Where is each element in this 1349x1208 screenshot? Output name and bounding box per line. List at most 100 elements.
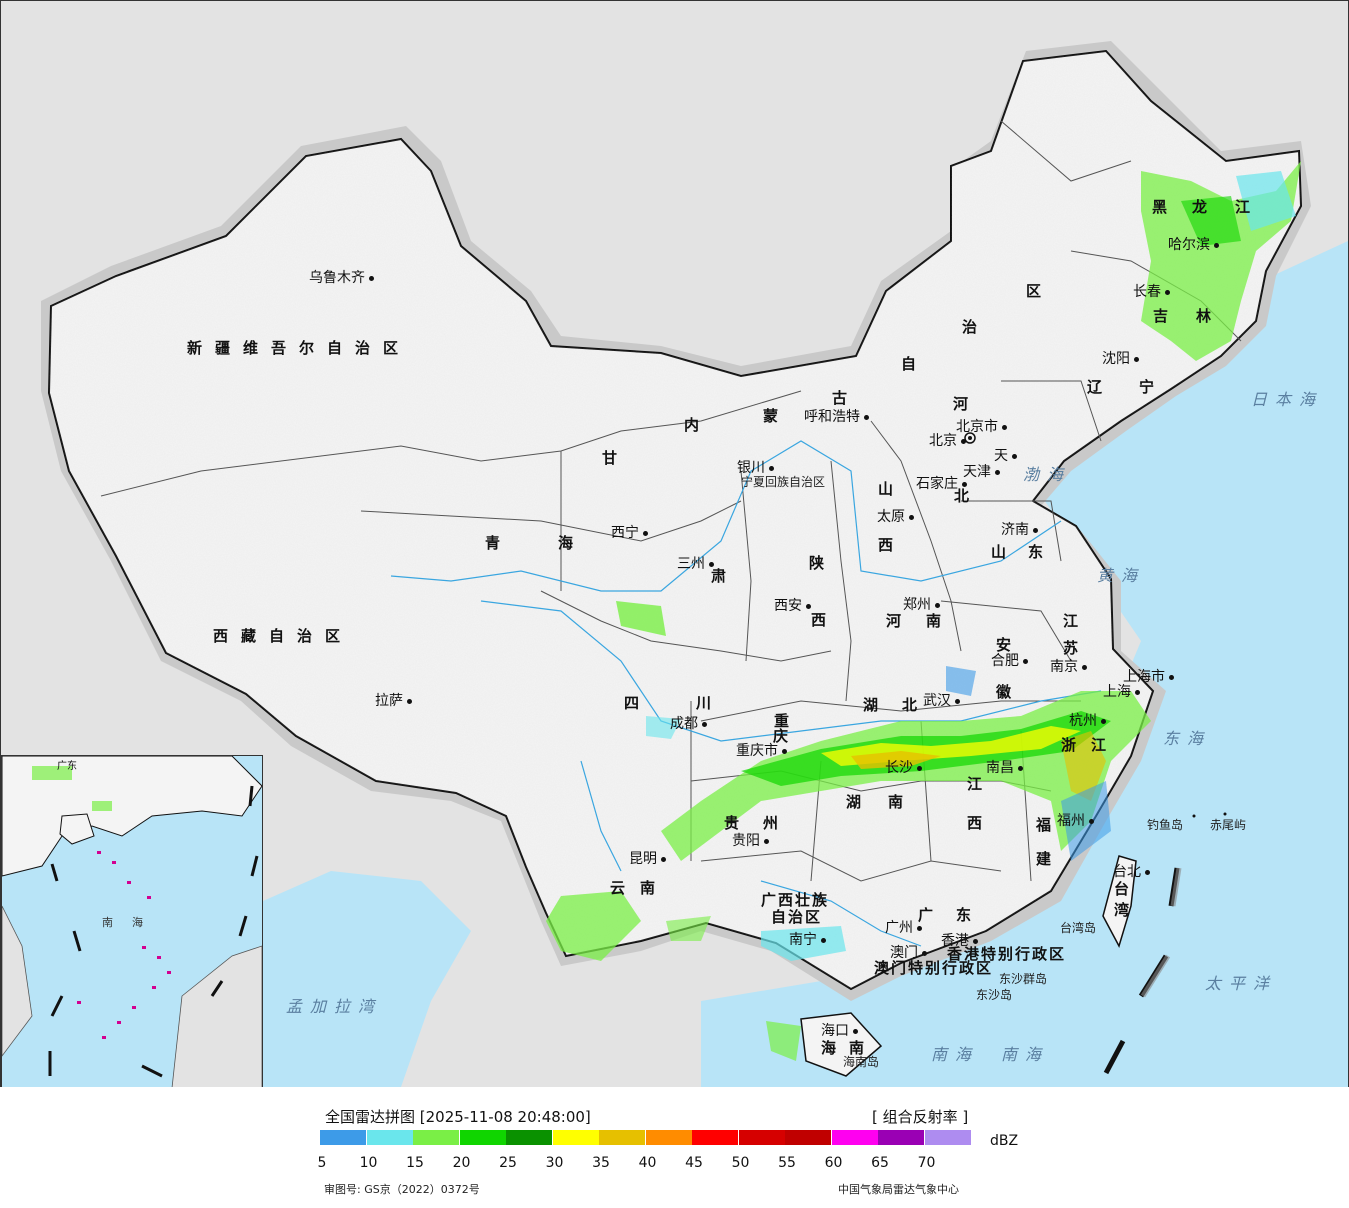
city-marker bbox=[922, 951, 927, 956]
province-label: 福 bbox=[1036, 816, 1054, 834]
province-label: 宁夏回族自治区 bbox=[741, 475, 826, 489]
province-label: 区 bbox=[1026, 282, 1044, 300]
city-marker bbox=[961, 439, 966, 444]
province-label: 北 bbox=[954, 487, 972, 505]
city-marker bbox=[853, 1029, 858, 1034]
city-label-wulumuqi: 乌鲁木齐 bbox=[309, 270, 365, 286]
island-label: 东沙群岛 bbox=[999, 972, 1048, 986]
city-marker bbox=[661, 857, 666, 862]
inset-map: 广东 南 海 bbox=[2, 756, 262, 1087]
province-label: 徽 bbox=[996, 683, 1014, 701]
tick-label: 70 bbox=[917, 1155, 936, 1171]
province-label: 新疆维吾尔自治区 bbox=[187, 339, 412, 357]
province-label: 贵 bbox=[724, 814, 742, 832]
japan-sea bbox=[1281, 271, 1348, 561]
city-label-shenyang: 沈阳 bbox=[1102, 351, 1130, 367]
province-label: 广 bbox=[918, 906, 936, 924]
city-label-kunming: 昆明 bbox=[629, 851, 657, 867]
province-label: 治 bbox=[962, 318, 980, 336]
province-label: 云 bbox=[610, 879, 628, 897]
city-label-fuzhou: 福州 bbox=[1057, 813, 1085, 829]
radar-map[interactable]: 新疆维吾尔自治区 西藏自治区青海甘肃内蒙古自治区黑龙江吉林辽宁河北山西山东陕西河南… bbox=[0, 0, 1349, 1088]
city-label-xian: 西安 bbox=[774, 598, 802, 614]
city-marker bbox=[1101, 719, 1106, 724]
province-label: 林 bbox=[1196, 307, 1214, 325]
province-label: 南 bbox=[849, 1039, 867, 1057]
city-label-yinchuan: 银川 bbox=[737, 460, 765, 476]
city-label-beijingshi: 北京市 bbox=[956, 419, 998, 435]
city-label-hefei: 合肥 bbox=[991, 653, 1019, 669]
tick-label: 10 bbox=[359, 1155, 378, 1171]
island-label: 钓鱼岛 bbox=[1147, 818, 1184, 832]
city-label-haikou: 海口 bbox=[821, 1023, 849, 1039]
city-label-haerbin: 哈尔滨 bbox=[1168, 237, 1210, 253]
city-label-shanghai: 上海市 bbox=[1123, 669, 1165, 685]
province-label: 自 bbox=[901, 355, 919, 373]
city-label-jinan: 济南 bbox=[1001, 522, 1029, 538]
svg-text:海: 海 bbox=[132, 915, 143, 929]
province-label: 辽 bbox=[1087, 378, 1105, 396]
province-label: 江 bbox=[1063, 612, 1081, 630]
province-label: 南 bbox=[640, 879, 658, 897]
province-label: 江 bbox=[1091, 736, 1109, 754]
sea-label: 日本海 bbox=[1251, 390, 1324, 409]
city-label-changsha: 长沙 bbox=[885, 760, 913, 776]
color-swatch bbox=[413, 1130, 459, 1145]
sea-label: 孟加拉湾 bbox=[286, 997, 383, 1016]
city-marker bbox=[917, 926, 922, 931]
city-label-tianjin2: 天 bbox=[994, 448, 1008, 464]
city-marker bbox=[1023, 659, 1028, 664]
city-label-xining: 西宁 bbox=[611, 525, 639, 541]
province-label: 江 bbox=[967, 775, 985, 793]
province-label: 内 bbox=[684, 416, 702, 434]
island-label: 海南岛 bbox=[843, 1055, 880, 1069]
province-label: 龙 bbox=[1192, 198, 1210, 216]
bay-of-bengal bbox=[263, 871, 471, 1087]
city-label-tianjin: 天津 bbox=[963, 464, 991, 480]
province-label: 南 bbox=[926, 612, 944, 630]
city-marker bbox=[909, 515, 914, 520]
province-label: 海 bbox=[821, 1039, 839, 1057]
province-label: 青 bbox=[485, 534, 503, 552]
province-label: 河 bbox=[953, 395, 971, 413]
province-label: 建 bbox=[1036, 850, 1054, 868]
city-marker bbox=[764, 839, 769, 844]
province-label: 肃 bbox=[711, 567, 729, 585]
city-label-shanghai2: 上海 bbox=[1103, 684, 1131, 700]
city-marker bbox=[995, 470, 1000, 475]
province-label: 庆 bbox=[773, 727, 791, 745]
city-label-xianggang: 香港 bbox=[941, 933, 969, 949]
sea-label: 黄海 bbox=[1097, 566, 1146, 585]
province-label: 西藏自治区 bbox=[213, 627, 354, 645]
province-label: 山 bbox=[991, 543, 1009, 561]
svg-text:南: 南 bbox=[102, 916, 113, 929]
province-label: 河 bbox=[886, 612, 904, 630]
city-label-aomen: 澳门 bbox=[890, 945, 918, 961]
province-label: 东 bbox=[1028, 543, 1046, 561]
sea-label: 东海 bbox=[1163, 729, 1212, 748]
city-label-nanning: 南宁 bbox=[789, 932, 817, 948]
ocean bbox=[701, 241, 1348, 1087]
tick-label: 40 bbox=[638, 1155, 657, 1171]
province-label: 东 bbox=[956, 906, 974, 924]
city-label-hami: 呼和浩特 bbox=[804, 409, 860, 425]
map-base bbox=[41, 41, 1348, 1087]
city-label-nanchang: 南昌 bbox=[986, 760, 1014, 776]
province-label: 黑 bbox=[1152, 198, 1170, 216]
province-label: 四 bbox=[624, 694, 642, 712]
tick-label: 15 bbox=[406, 1155, 424, 1171]
province-label: 澳门特别行政区 bbox=[874, 959, 994, 977]
legend-product: [ 组合反射率 ] bbox=[872, 1108, 969, 1126]
province-label: 湖 bbox=[863, 696, 881, 714]
city-label-hangzhou: 杭州 bbox=[1069, 713, 1097, 729]
city-marker bbox=[955, 699, 960, 704]
province-label: 自治区 bbox=[771, 908, 823, 926]
province-label: 江 bbox=[1235, 198, 1253, 216]
city-marker bbox=[935, 603, 940, 608]
color-swatch bbox=[645, 1130, 692, 1145]
province-label: 湾 bbox=[1114, 901, 1132, 919]
color-swatch bbox=[506, 1130, 552, 1145]
city-marker bbox=[769, 466, 774, 471]
city-marker bbox=[709, 562, 714, 567]
city-marker bbox=[1169, 675, 1174, 680]
